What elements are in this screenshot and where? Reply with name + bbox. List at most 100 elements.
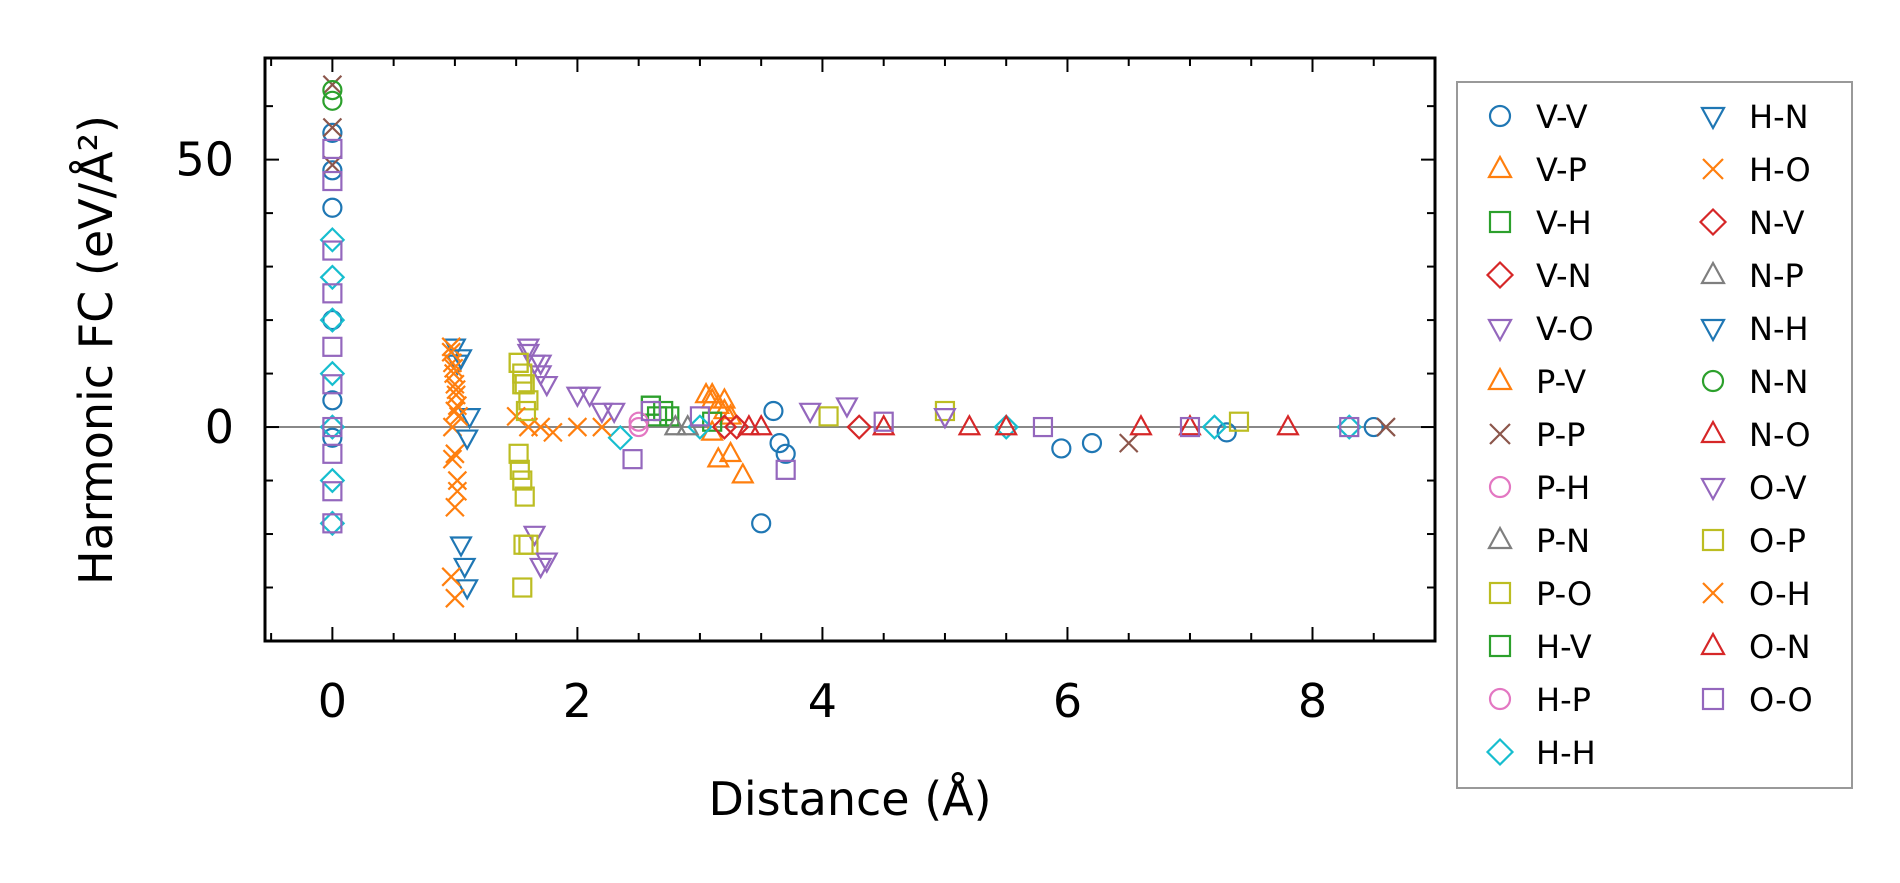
data-point: [508, 443, 529, 464]
data-point: [445, 444, 465, 464]
series-p-v: [700, 381, 743, 463]
legend-marker: [1485, 260, 1515, 290]
data-point: [577, 386, 602, 409]
data-point: [319, 467, 346, 494]
data-point: [322, 160, 343, 181]
legend-marker: [1701, 687, 1725, 711]
data-point: [640, 395, 662, 416]
data-point: [535, 552, 559, 574]
data-point: [590, 402, 614, 425]
data-point: [592, 417, 612, 437]
legend-marker: [1701, 369, 1725, 393]
data-point: [994, 413, 1018, 436]
legend-label: H-O: [1749, 151, 1811, 189]
legend-marker: [1485, 737, 1515, 767]
legend-marker: [1700, 318, 1726, 343]
legend-marker: [1488, 634, 1512, 658]
data-point: [567, 417, 588, 437]
data-point: [1339, 416, 1360, 438]
data-point: [322, 443, 343, 464]
data-point: [512, 577, 533, 598]
plot-frame: [263, 56, 1437, 643]
data-point: [751, 513, 772, 534]
data-point: [445, 497, 465, 518]
data-point: [322, 283, 343, 304]
legend-frame: [1456, 81, 1853, 789]
legend-marker: [1488, 475, 1512, 499]
data-point: [737, 413, 761, 436]
series-o-h: [441, 342, 468, 608]
data-point: [322, 240, 343, 261]
data-point: [322, 416, 343, 438]
series-o-v: [516, 338, 957, 574]
series-v-n: [711, 414, 872, 440]
data-point: [322, 481, 343, 502]
legend-label: N-P: [1749, 257, 1804, 295]
data-point: [535, 375, 559, 398]
series-p-n: [663, 413, 688, 436]
data-point: [565, 386, 590, 409]
data-point: [702, 411, 723, 432]
data-point: [731, 462, 755, 484]
legend-marker: [1700, 477, 1726, 502]
x-tick-label: 2: [563, 674, 592, 728]
data-point: [508, 352, 529, 373]
data-point: [933, 408, 957, 430]
data-markers: [319, 74, 1396, 608]
data-point: [718, 403, 743, 425]
data-point: [455, 429, 479, 451]
data-point: [442, 449, 463, 469]
data-point: [446, 379, 466, 400]
data-point: [622, 449, 643, 470]
data-point: [640, 400, 662, 422]
legend-marker: [1701, 528, 1725, 552]
legend-label: P-N: [1536, 522, 1590, 560]
legend-label: H-V: [1536, 628, 1592, 666]
legend-label: P-V: [1536, 363, 1586, 401]
data-point: [718, 440, 743, 463]
series-o-n: [749, 413, 1202, 436]
y-tick-label: 50: [175, 133, 234, 187]
data-point: [1081, 433, 1103, 454]
data-point: [818, 406, 839, 427]
data-point: [1129, 413, 1153, 436]
legend-marker: [1488, 687, 1512, 711]
data-point: [322, 513, 343, 534]
legend-items: V-V V-P V-H V-N V-O P-V P-P P-H P-N P-O H-V H-P H-H H…: [1485, 98, 1813, 772]
y-tick-labels: 0 50: [175, 133, 234, 454]
data-point: [689, 406, 711, 427]
legend-marker: [1487, 154, 1513, 179]
data-point: [319, 414, 346, 440]
series-p-p: [322, 74, 1396, 453]
data-point: [1032, 416, 1054, 438]
axis-ticks: [265, 58, 1435, 641]
legend-marker: [1702, 158, 1724, 180]
data-point: [769, 433, 790, 454]
legend-label: P-O: [1536, 575, 1592, 613]
data-point: [646, 406, 668, 427]
data-point: [319, 360, 346, 387]
series-h-p: [628, 411, 649, 432]
series-h-h: [319, 227, 1363, 537]
data-point: [628, 411, 649, 432]
data-point: [512, 470, 533, 491]
data-point: [1363, 416, 1384, 438]
data-point: [1051, 438, 1072, 459]
series-v-v: [322, 122, 1384, 534]
data-point: [711, 414, 738, 440]
data-point: [1376, 417, 1396, 437]
data-point: [441, 342, 461, 362]
data-point: [543, 422, 563, 443]
y-tick-label: 0: [205, 400, 234, 454]
x-axis-label: Distance (Å): [708, 772, 991, 826]
data-point: [602, 402, 626, 425]
data-point: [322, 336, 343, 357]
legend-label: P-H: [1536, 469, 1590, 507]
legend-label: V-P: [1536, 151, 1587, 189]
data-point: [640, 395, 662, 416]
data-point: [322, 90, 343, 111]
data-point: [322, 138, 343, 160]
data-point: [607, 424, 634, 451]
data-point: [448, 406, 469, 427]
